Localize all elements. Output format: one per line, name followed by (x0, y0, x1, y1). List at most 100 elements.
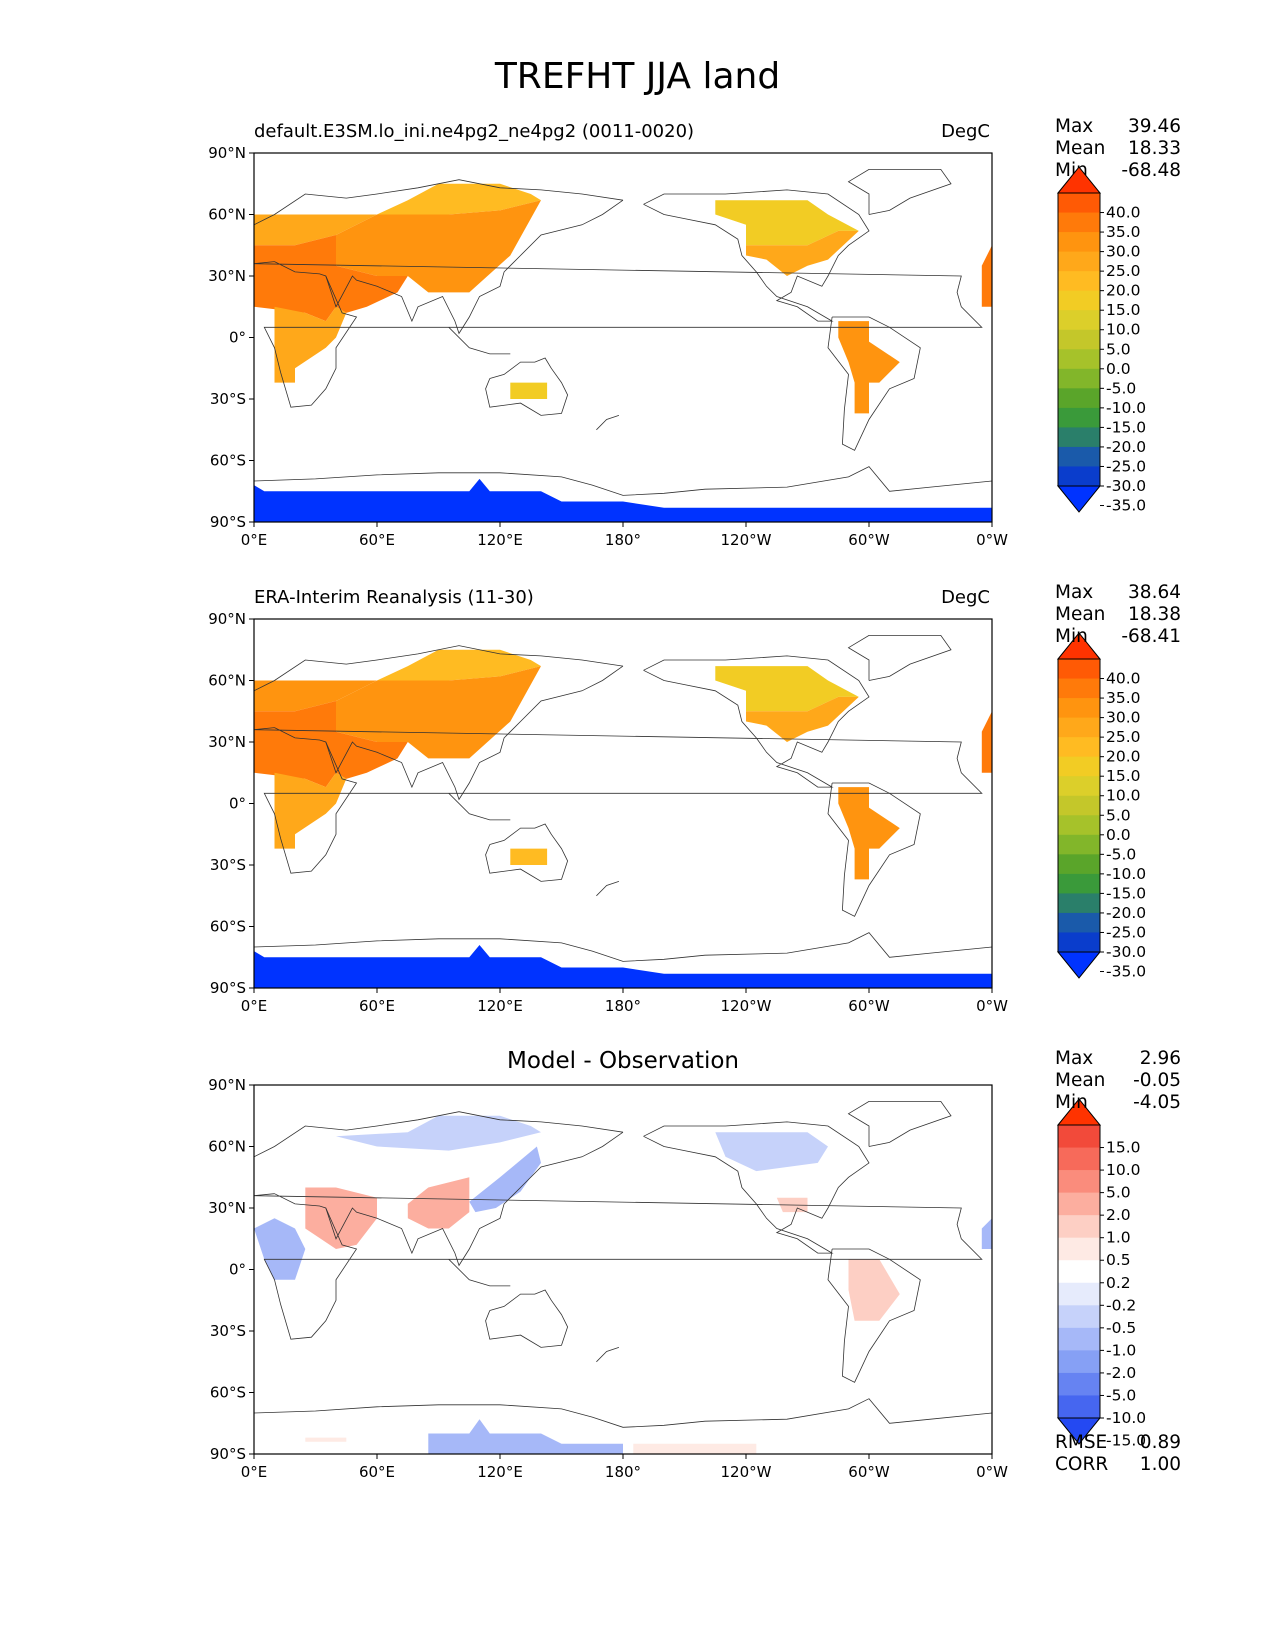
stat-label: Mean (1055, 138, 1106, 159)
x-tick-label: 60°W (848, 997, 890, 1015)
region-siberia-n-asia (336, 649, 541, 681)
colorbar-label: 5.0 (1106, 806, 1131, 824)
colorbar-cell (1058, 1350, 1100, 1374)
colorbar-frame (1057, 192, 1101, 487)
diff-region-west-africa (254, 1218, 306, 1280)
colorbar-extend-min (1056, 485, 1102, 513)
colorbar-cell (1058, 756, 1100, 777)
colorbar-label: 5.0 (1106, 1184, 1131, 1202)
colorbar-label: -10.0 (1106, 1409, 1146, 1427)
colorbar-cell (1058, 834, 1100, 855)
colorbar-cell (1058, 1282, 1100, 1306)
colorbar-cell (1058, 932, 1100, 953)
diff-region-east-antarctica (428, 1419, 623, 1454)
colorbar-label: -15.0 (1106, 884, 1146, 902)
stat-label: Min (1055, 626, 1088, 647)
x-tick-label: 60°W (848, 1463, 890, 1481)
colorbar-extend-max (1056, 166, 1102, 194)
colorbar-label: 10.0 (1106, 1161, 1141, 1179)
metric-value: 1.00 (1139, 1454, 1181, 1475)
stat-value: -0.05 (1133, 1070, 1181, 1091)
stat-label: Max (1055, 116, 1094, 137)
x-tick-label: 180° (605, 1463, 641, 1481)
region-sahara-middle-east (254, 235, 408, 322)
panel1-units: DegC (941, 121, 990, 142)
panel1-stats: Max 39.46 Mean 18.33 Min -68.48 (1055, 116, 1181, 182)
x-tick-label: 60°E (359, 531, 395, 549)
coastline (448, 793, 511, 821)
colorbar-label: 40.0 (1106, 670, 1141, 688)
diff-region-south-america (848, 1259, 900, 1321)
x-tick-label: 0°E (241, 1463, 268, 1481)
y-tick-label: 60°N (208, 1138, 246, 1156)
diff-region-canada (715, 1132, 828, 1172)
coastline (448, 1259, 511, 1287)
colorbar-cell (1058, 1215, 1100, 1239)
colorbar-label: -1.0 (1106, 1341, 1136, 1359)
colorbar-label: 1.0 (1106, 1229, 1131, 1247)
colorbar-label: -5.0 (1106, 1386, 1136, 1404)
colorbar-cell (1058, 1170, 1100, 1194)
coastline (325, 199, 624, 335)
region-africa-west-coast (981, 245, 992, 307)
stat-value: -68.41 (1121, 626, 1181, 647)
colorbar-label: 0.0 (1106, 360, 1131, 378)
region-north-america-north- (715, 200, 859, 246)
colorbar-cell (1058, 737, 1100, 758)
stat-value: -4.05 (1133, 1092, 1181, 1113)
y-tick-label: 30°S (210, 390, 246, 408)
colorbar-cell (1058, 232, 1100, 253)
metric-label: CORR (1055, 1454, 1109, 1475)
region-central-asia (336, 200, 541, 293)
stat-label: Max (1055, 582, 1094, 603)
diff-region-siberia (336, 1115, 541, 1151)
colorbar-label: 15.0 (1106, 767, 1141, 785)
colorbar-label: 35.0 (1106, 689, 1141, 707)
y-tick-label: 60°N (208, 672, 246, 690)
colorbar-cell (1058, 466, 1100, 487)
region-australia (510, 848, 548, 865)
x-tick-label: 120°W (721, 531, 772, 549)
coastline (596, 415, 620, 431)
colorbar-label: 10.0 (1106, 321, 1141, 339)
coastline (596, 881, 620, 897)
colorbar-panel1: 40.035.0 30.025.0 20.015.0 10.05.0 0.0-5.0 -1… (1056, 166, 1146, 515)
y-tick-label: 90°S (210, 979, 246, 997)
region-antarctica (254, 945, 992, 988)
colorbar-cell (1058, 893, 1100, 914)
region-antarctica (254, 478, 992, 522)
coastline (325, 665, 624, 801)
colorbar-label: -10.0 (1106, 865, 1146, 883)
colorbar-label: 35.0 (1106, 223, 1141, 241)
colorbar-cell (1058, 659, 1100, 680)
stat-label: Max (1055, 1048, 1094, 1069)
coastline (847, 168, 952, 215)
region-sahara-middle-east (254, 701, 408, 788)
coastline (643, 1121, 870, 1254)
colorbar-cell (1058, 1237, 1100, 1261)
colorbar-cell (1058, 1260, 1100, 1284)
y-tick-label: 0° (229, 1261, 246, 1279)
stat-label: Mean (1055, 604, 1106, 625)
x-tick-label: 0°W (976, 1463, 1008, 1481)
coastline (253, 179, 624, 226)
x-tick-label: 180° (605, 997, 641, 1015)
colorbar-label: -35.0 (1106, 497, 1146, 515)
region-siberia-n-asia (336, 183, 541, 215)
region-australia (510, 382, 548, 399)
colorbar-cell (1058, 388, 1100, 409)
y-tick-label: 30°S (210, 1322, 246, 1340)
colorbar-cell (1058, 1372, 1100, 1396)
y-tick-label: 30°N (208, 267, 246, 285)
colorbar-label: 20.0 (1106, 748, 1141, 766)
y-tick-label: 30°S (210, 856, 246, 874)
coastline (448, 327, 511, 355)
colorbar-label: 0.0 (1106, 826, 1131, 844)
x-tick-label: 120°E (477, 531, 523, 549)
colorbar-label: -25.0 (1106, 457, 1146, 475)
coastline (485, 1289, 569, 1348)
coastline (827, 316, 921, 451)
colorbar-cell (1058, 678, 1100, 699)
colorbar-panel3: 15.0 10.0 5.0 2.0 1.0 0.5 0.2 -0.2 -0.5 -1.0 -2.0 -… (1056, 1098, 1146, 1450)
x-tick-label: 120°W (721, 1463, 772, 1481)
